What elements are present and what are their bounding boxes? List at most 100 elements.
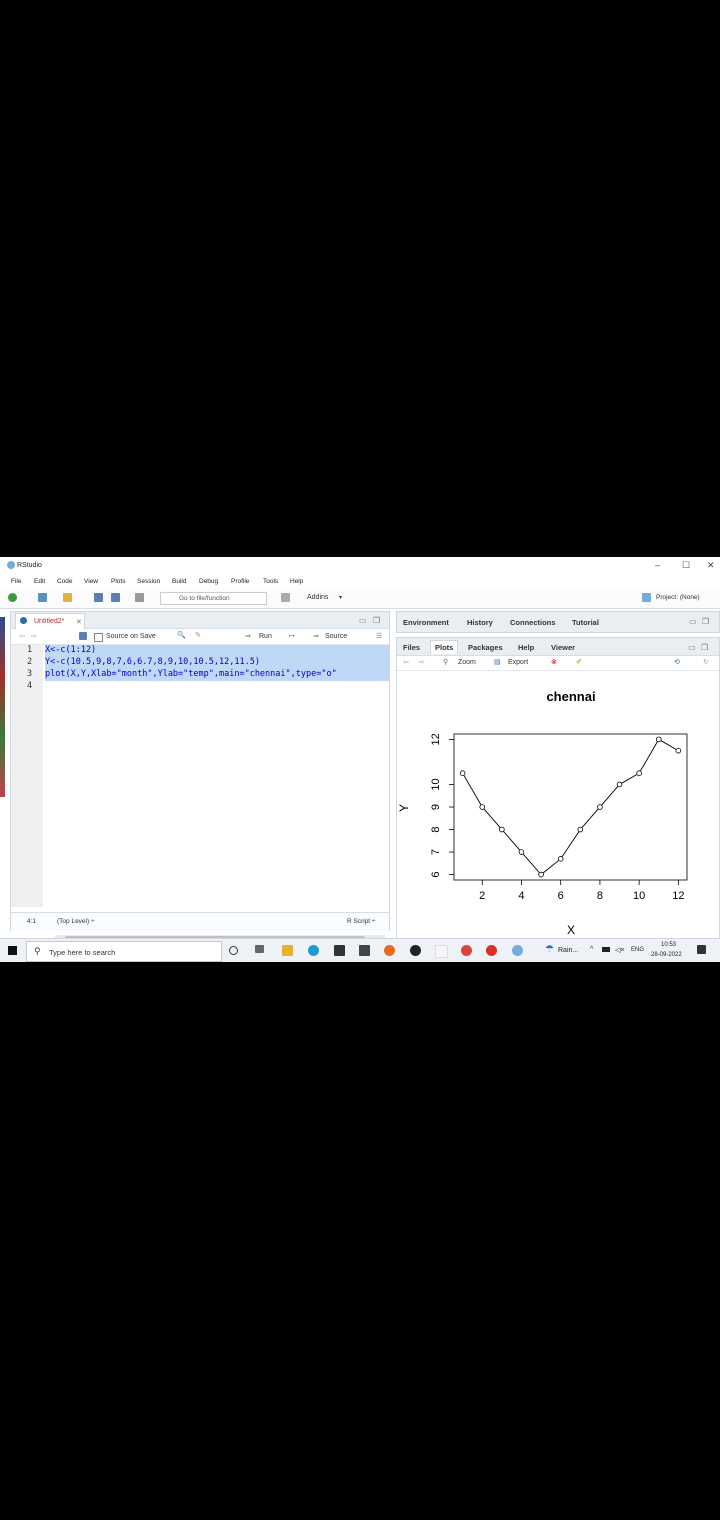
wand-icon[interactable]: ✎ xyxy=(195,632,201,639)
minimize-pane-icon[interactable]: ▭ xyxy=(359,616,367,625)
y-axis: 6 7 8 9 10 12 xyxy=(430,733,454,878)
code-line-4[interactable] xyxy=(45,681,389,693)
battery-icon[interactable] xyxy=(602,947,610,952)
rerun-icon[interactable]: ↦ xyxy=(289,633,295,640)
dropbox-icon[interactable] xyxy=(410,945,421,956)
menu-help[interactable]: Help xyxy=(290,578,304,585)
rstudio-taskbar-icon[interactable] xyxy=(512,945,523,956)
remove-plot-icon[interactable]: ⊗ xyxy=(551,659,557,666)
new-file-icon[interactable] xyxy=(8,593,17,602)
volume-icon[interactable]: ◁× xyxy=(615,947,625,954)
close-icon[interactable]: ✕ xyxy=(707,560,715,570)
tab-tutorial[interactable]: Tutorial xyxy=(572,618,599,627)
maximize-pane-icon[interactable]: ❐ xyxy=(702,617,710,626)
chrome-icon[interactable] xyxy=(461,945,472,956)
rstudio-logo-icon xyxy=(7,561,15,569)
forward-icon[interactable]: ⇨ xyxy=(419,659,425,666)
code-line-2[interactable]: Y<-c(10.5,9,8,7,6,6.7,8,9,10,10.5,12,11.… xyxy=(45,657,389,669)
addins-menu[interactable]: Addins xyxy=(307,594,329,601)
menu-edit[interactable]: Edit xyxy=(34,578,46,585)
menu-plots[interactable]: Plots xyxy=(111,578,126,585)
mail-icon[interactable] xyxy=(359,945,370,956)
refresh-icon[interactable]: ↻ xyxy=(703,659,709,666)
open-file-icon[interactable] xyxy=(63,593,72,602)
source-button[interactable]: Source xyxy=(325,633,348,640)
maps-icon[interactable] xyxy=(486,945,497,956)
print-icon[interactable] xyxy=(135,593,144,602)
tab-packages[interactable]: Packages xyxy=(468,643,503,652)
outline-icon[interactable]: ☰ xyxy=(376,633,383,640)
tab-untitled2[interactable]: Untitled2* ✕ xyxy=(15,613,85,629)
maximize-pane-icon[interactable]: ❐ xyxy=(701,643,709,652)
code-editor[interactable]: 1 2 3 4 X<-c(1:12) Y<-c(10.5,9,8,7,6,6.7… xyxy=(11,645,389,942)
scope-selector[interactable]: (Top Level) ÷ xyxy=(57,918,95,925)
new-project-icon[interactable] xyxy=(38,593,47,602)
goto-placeholder: Go to file/function xyxy=(179,595,230,602)
goto-file-input[interactable]: Go to file/function xyxy=(160,592,267,605)
menu-debug[interactable]: Debug xyxy=(199,578,219,585)
clock-time[interactable]: 10:53 xyxy=(661,942,677,948)
forward-icon[interactable]: ⇨ xyxy=(31,633,37,640)
menu-tools[interactable]: Tools xyxy=(263,578,279,585)
source-on-save-checkbox[interactable] xyxy=(94,633,103,642)
windows-start-icon[interactable] xyxy=(8,946,17,955)
menu-code[interactable]: Code xyxy=(57,578,73,585)
tab-history[interactable]: History xyxy=(467,618,493,627)
x-tick-label: 12 xyxy=(672,890,684,902)
zoom-button[interactable]: Zoom xyxy=(458,659,476,666)
save-source-icon[interactable] xyxy=(79,632,87,640)
edge-icon[interactable] xyxy=(308,945,319,956)
tab-files[interactable]: Files xyxy=(403,643,421,652)
grid-layout-icon[interactable] xyxy=(281,593,290,602)
project-menu[interactable]: Project: (None) xyxy=(656,594,700,601)
menu-build[interactable]: Build xyxy=(172,578,187,585)
store-icon[interactable] xyxy=(334,945,345,956)
language-indicator[interactable]: ENG xyxy=(631,947,645,953)
firefox-icon[interactable] xyxy=(384,945,395,956)
title-bar: RStudio – ☐ ✕ xyxy=(0,557,720,574)
tab-label: Untitled2* xyxy=(34,618,65,625)
tab-help[interactable]: Help xyxy=(518,643,535,652)
broom-icon[interactable]: ✐ xyxy=(576,659,582,666)
menu-session[interactable]: Session xyxy=(137,578,161,585)
clock-date[interactable]: 28-09-2022 xyxy=(651,952,682,958)
notifications-icon[interactable] xyxy=(697,945,706,954)
publish-icon[interactable]: ⟲ xyxy=(674,659,680,666)
close-tab-icon[interactable]: ✕ xyxy=(76,619,82,626)
search-icon[interactable]: 🔍 xyxy=(177,632,186,639)
save-all-icon[interactable] xyxy=(111,593,120,602)
back-icon[interactable]: ⇦ xyxy=(19,633,25,640)
save-icon[interactable] xyxy=(94,593,103,602)
tab-environment[interactable]: Environment xyxy=(403,618,449,627)
minimize-pane-icon[interactable]: ▭ xyxy=(689,617,697,626)
x-tick-label: 10 xyxy=(633,890,645,902)
back-icon[interactable]: ⇦ xyxy=(403,659,409,666)
environment-pane: Environment History Connections Tutorial… xyxy=(396,611,720,633)
menu-view[interactable]: View xyxy=(84,578,98,585)
tab-plots[interactable]: Plots xyxy=(430,640,459,654)
tab-viewer[interactable]: Viewer xyxy=(551,643,576,652)
minimize-icon[interactable]: – xyxy=(655,560,661,570)
file-explorer-icon[interactable] xyxy=(282,945,293,956)
code-line-3[interactable]: plot(X,Y,Xlab="month",Ylab="temp",main="… xyxy=(45,669,389,681)
maximize-pane-icon[interactable]: ❐ xyxy=(373,616,381,625)
menu-profile[interactable]: Profile xyxy=(231,578,250,585)
taskbar-search-input[interactable]: ⚲ Type here to search xyxy=(26,941,222,962)
file-type-selector[interactable]: R Script ÷ xyxy=(347,918,376,925)
window-title: RStudio xyxy=(17,562,42,569)
menu-file[interactable]: File xyxy=(11,578,22,585)
cortana-icon[interactable] xyxy=(229,946,238,955)
line-number: 1 xyxy=(27,645,33,655)
task-view-icon[interactable] xyxy=(255,945,264,953)
plot-toolbar: ⇦ ⇨ ⚲ Zoom ▤ Export ⊗ ✐ ⟲ ↻ xyxy=(397,656,719,671)
tray-chevron-icon[interactable]: ^ xyxy=(590,946,594,953)
tab-connections[interactable]: Connections xyxy=(510,618,556,627)
export-button[interactable]: Export xyxy=(508,659,529,666)
weather-label[interactable]: Rain... xyxy=(558,947,579,954)
run-button[interactable]: Run xyxy=(259,633,272,640)
minimize-pane-icon[interactable]: ▭ xyxy=(688,643,696,652)
code-line-1[interactable]: X<-c(1:12) xyxy=(45,645,389,657)
data-point xyxy=(655,736,662,743)
amazon-icon[interactable] xyxy=(435,945,448,958)
maximize-icon[interactable]: ☐ xyxy=(682,560,691,570)
